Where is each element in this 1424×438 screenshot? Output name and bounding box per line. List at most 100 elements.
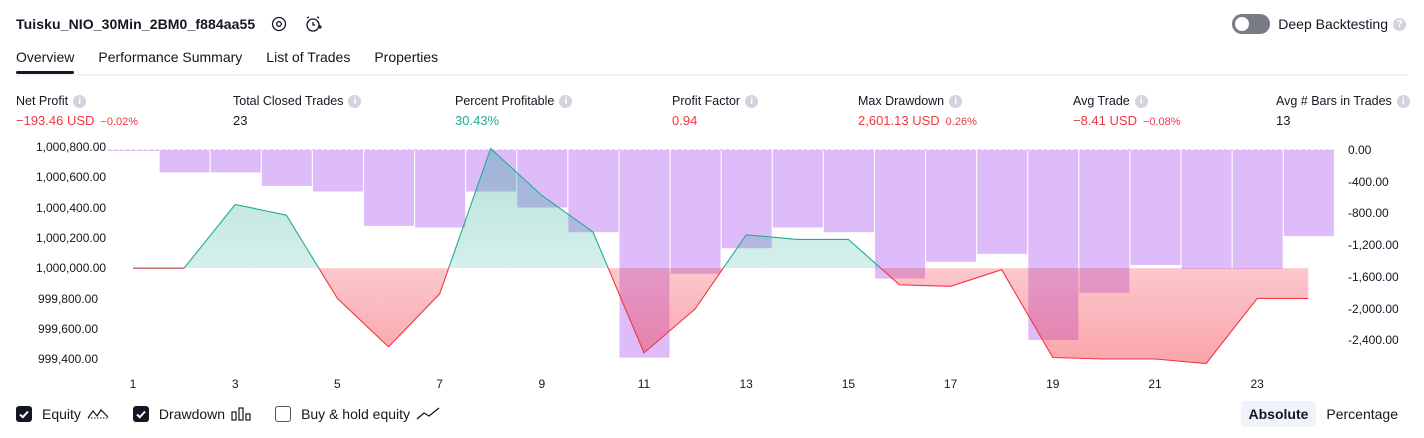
equity-checkbox[interactable] xyxy=(16,406,32,422)
left-axis-tick-label: 1,000,200.00 xyxy=(36,230,107,245)
info-icon[interactable]: i xyxy=(73,94,87,108)
metric-value: −193.46 USD −0.02% xyxy=(16,113,138,129)
x-axis-tick-label: 21 xyxy=(1148,377,1162,391)
tab-performance-summary[interactable]: Performance Summary xyxy=(98,49,243,65)
tab-bar: Overview Performance Summary List of Tra… xyxy=(16,44,462,76)
x-axis-tick-label: 17 xyxy=(943,377,958,391)
equity-chart xyxy=(108,147,1334,365)
left-axis-tick-label: 1,000,400.00 xyxy=(36,200,107,215)
drawdown-bar xyxy=(261,150,312,186)
left-axis-tick-label: 1,000,600.00 xyxy=(36,170,107,185)
chart-legend: Equity Drawdown Buy & hold equity xyxy=(16,403,464,425)
x-axis-tick-label: 11 xyxy=(637,377,651,391)
strategy-header: Tuisku_NIO_30Min_2BM0_f884aa55 xyxy=(16,12,323,36)
metric-total-closed-trades: Total Closed Trades i 23 xyxy=(233,93,362,129)
metric-value: 2,601.13 USD 0.26% xyxy=(858,113,977,129)
help-icon[interactable]: ? xyxy=(1393,17,1406,31)
drawdown-bar xyxy=(823,150,874,233)
drawdown-bar xyxy=(772,150,823,228)
drawdown-checkbox[interactable] xyxy=(132,406,149,422)
right-axis-tick-label: -2,000.00 xyxy=(1348,301,1399,316)
right-axis-tick-label: -1,600.00 xyxy=(1348,269,1399,284)
drawdown-bar xyxy=(568,150,619,233)
x-axis-tick-label: 13 xyxy=(739,377,753,391)
legend-item-buy-hold[interactable]: Buy & hold equity xyxy=(275,406,440,422)
metric-avg-trade: Avg Trade i −8.41 USD −0.08% xyxy=(1073,93,1181,129)
scale-toggle: Absolute Percentage xyxy=(1239,401,1407,427)
right-axis-tick-label: 0.00 xyxy=(1348,143,1372,157)
deep-backtesting-toggle[interactable] xyxy=(1232,14,1271,34)
legend-item-equity[interactable]: Equity xyxy=(16,406,109,422)
metric-value-text: −8.41 USD xyxy=(1073,113,1137,128)
drawdown-glyph-icon xyxy=(231,407,251,421)
absolute-button[interactable]: Absolute xyxy=(1240,401,1317,427)
info-icon[interactable]: i xyxy=(1134,94,1148,108)
info-icon[interactable]: i xyxy=(559,94,573,108)
drawdown-bar xyxy=(721,150,772,249)
tab-divider xyxy=(16,74,1408,76)
drawdown-bar xyxy=(1181,150,1232,269)
metric-label: Avg # Bars in Trades i xyxy=(1276,93,1410,109)
drawdown-bar xyxy=(1232,150,1283,269)
metric-label-text: Avg Trade xyxy=(1073,94,1130,108)
metric-label-text: Percent Profitable xyxy=(455,94,555,108)
drawdown-bar xyxy=(364,150,414,226)
legend-label-equity: Equity xyxy=(42,406,81,422)
metric-value: −8.41 USD −0.08% xyxy=(1073,113,1181,129)
info-icon[interactable]: i xyxy=(1396,94,1410,108)
metric-label: Max Drawdown i xyxy=(858,93,977,109)
drawdown-bar xyxy=(926,150,977,262)
drawdown-bar xyxy=(159,150,210,173)
left-axis-tick-label: 1,000,800.00 xyxy=(36,140,107,154)
equity-glyph-icon xyxy=(87,407,109,421)
add-alert-icon[interactable] xyxy=(303,14,323,34)
metric-value-text: 2,601.13 USD xyxy=(858,113,940,128)
drawdown-bar xyxy=(415,150,466,228)
right-axis-tick-label: -2,400.00 xyxy=(1348,333,1399,348)
metric-max-drawdown: Max Drawdown i 2,601.13 USD 0.26% xyxy=(858,93,977,129)
drawdown-bar xyxy=(312,150,363,192)
drawdown-bar xyxy=(1130,150,1181,265)
legend-item-drawdown[interactable]: Drawdown xyxy=(132,406,251,422)
settings-icon[interactable] xyxy=(269,14,289,34)
left-axis-tick-label: 999,600.00 xyxy=(37,321,98,336)
info-icon[interactable]: i xyxy=(745,94,759,108)
metric-value-text: 23 xyxy=(233,113,248,128)
metric-value-text: 13 xyxy=(1276,113,1291,128)
metric-label: Net Profit i xyxy=(16,93,138,109)
right-axis-tick-label: -800.00 xyxy=(1348,206,1389,221)
metric-value-text: 30.43% xyxy=(455,113,500,128)
tab-overview[interactable]: Overview xyxy=(16,44,75,74)
x-axis-tick-label: 3 xyxy=(231,377,239,391)
toggle-knob xyxy=(1235,17,1250,31)
metric-label: Percent Profitable i xyxy=(455,93,573,109)
metric-value: 30.43% xyxy=(455,113,572,129)
drawdown-bar xyxy=(210,150,261,173)
metric-label-text: Max Drawdown xyxy=(858,94,945,108)
drawdown-bar xyxy=(1283,150,1334,237)
metric-percent-profitable: Percent Profitable i 30.43% xyxy=(455,93,573,129)
x-axis-tick-label: 9 xyxy=(538,377,546,391)
metric-label: Avg Trade i xyxy=(1073,93,1181,109)
x-axis-tick-label: 19 xyxy=(1046,377,1060,391)
metric-net-profit: Net Profit i −193.46 USD −0.02% xyxy=(16,93,138,129)
metric-value-text: 0.94 xyxy=(672,113,698,128)
info-icon[interactable]: i xyxy=(949,94,963,108)
metric-value: 13 xyxy=(1276,113,1410,129)
left-axis-tick-label: 999,400.00 xyxy=(37,352,98,367)
info-icon[interactable]: i xyxy=(348,94,362,108)
metric-avg-bars-in-trades: Avg # Bars in Trades i 13 xyxy=(1276,93,1410,129)
left-axis-tick-label: 999,800.00 xyxy=(37,291,98,306)
tab-list-of-trades[interactable]: List of Trades xyxy=(266,49,351,65)
buy-hold-checkbox[interactable] xyxy=(275,406,292,422)
x-axis-tick-label: 23 xyxy=(1250,377,1264,391)
right-axis-tick-label: -1,200.00 xyxy=(1348,238,1399,253)
tab-properties[interactable]: Properties xyxy=(374,49,439,65)
left-axis-tick-label: 1,000,000.00 xyxy=(36,261,107,276)
legend-label-drawdown: Drawdown xyxy=(158,406,226,422)
buy-hold-glyph-icon xyxy=(416,407,440,421)
metric-value: 0.94 xyxy=(672,113,758,129)
metric-label-text: Avg # Bars in Trades xyxy=(1276,94,1392,108)
percentage-button[interactable]: Percentage xyxy=(1326,406,1398,422)
deep-backtesting-label: Deep Backtesting xyxy=(1278,16,1388,32)
